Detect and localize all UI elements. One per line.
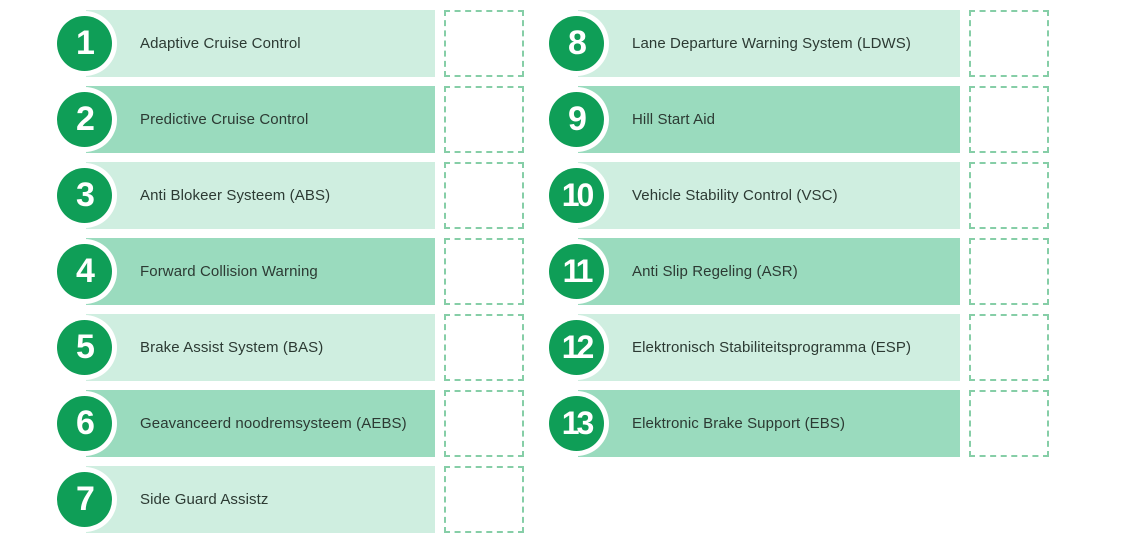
number-badge: 10 — [549, 168, 604, 223]
number-badge: 7 — [57, 472, 112, 527]
feature-checkbox[interactable] — [444, 466, 524, 533]
number-badge: 12 — [549, 320, 604, 375]
feature-bar: Side Guard Assistz — [86, 466, 435, 533]
feature-checkbox[interactable] — [969, 238, 1049, 305]
feature-bar: Anti Slip Regeling (ASR) — [578, 238, 960, 305]
feature-checkbox[interactable] — [444, 238, 524, 305]
feature-label: Adaptive Cruise Control — [140, 35, 301, 52]
feature-label: Lane Departure Warning System (LDWS) — [632, 35, 911, 52]
number-badge: 4 — [57, 244, 112, 299]
feature-checkbox[interactable] — [444, 314, 524, 381]
feature-label: Elektronisch Stabiliteitsprogramma (ESP) — [632, 339, 912, 356]
feature-label: Geavanceerd noodremsysteem (AEBS) — [140, 415, 407, 432]
feature-bar: Elektronic Brake Support (EBS) — [578, 390, 960, 457]
feature-checkbox[interactable] — [969, 10, 1049, 77]
feature-checkbox[interactable] — [969, 86, 1049, 153]
feature-checkbox[interactable] — [444, 162, 524, 229]
feature-bar: Adaptive Cruise Control — [86, 10, 435, 77]
feature-label: Hill Start Aid — [632, 111, 716, 128]
feature-checkbox[interactable] — [969, 314, 1049, 381]
feature-label: Brake Assist System (BAS) — [140, 339, 324, 356]
number-badge: 13 — [549, 396, 604, 451]
feature-bar: Predictive Cruise Control — [86, 86, 435, 153]
number-badge: 11 — [549, 244, 604, 299]
feature-label: Vehicle Stability Control (VSC) — [632, 187, 838, 204]
feature-bar: Vehicle Stability Control (VSC) — [578, 162, 960, 229]
feature-checkbox[interactable] — [444, 390, 524, 457]
feature-checkbox[interactable] — [444, 10, 524, 77]
feature-checkbox[interactable] — [444, 86, 524, 153]
feature-bar: Hill Start Aid — [578, 86, 960, 153]
number-badge: 8 — [549, 16, 604, 71]
feature-bar: Forward Collision Warning — [86, 238, 435, 305]
feature-bar: Geavanceerd noodremsysteem (AEBS) — [86, 390, 435, 457]
feature-label: Forward Collision Warning — [140, 263, 318, 280]
number-badge: 2 — [57, 92, 112, 147]
feature-checkbox[interactable] — [969, 390, 1049, 457]
number-badge: 1 — [57, 16, 112, 71]
feature-bar: Anti Blokeer Systeem (ABS) — [86, 162, 435, 229]
number-badge: 9 — [549, 92, 604, 147]
number-badge: 5 — [57, 320, 112, 375]
number-badge: 3 — [57, 168, 112, 223]
feature-bar: Lane Departure Warning System (LDWS) — [578, 10, 960, 77]
feature-checkbox[interactable] — [969, 162, 1049, 229]
feature-label: Predictive Cruise Control — [140, 111, 309, 128]
feature-bar: Elektronisch Stabiliteitsprogramma (ESP) — [578, 314, 960, 381]
feature-label: Side Guard Assistz — [140, 491, 269, 508]
feature-bar: Brake Assist System (BAS) — [86, 314, 435, 381]
number-badge: 6 — [57, 396, 112, 451]
feature-label: Anti Slip Regeling (ASR) — [632, 263, 798, 280]
feature-label: Anti Blokeer Systeem (ABS) — [140, 187, 331, 204]
feature-label: Elektronic Brake Support (EBS) — [632, 415, 846, 432]
